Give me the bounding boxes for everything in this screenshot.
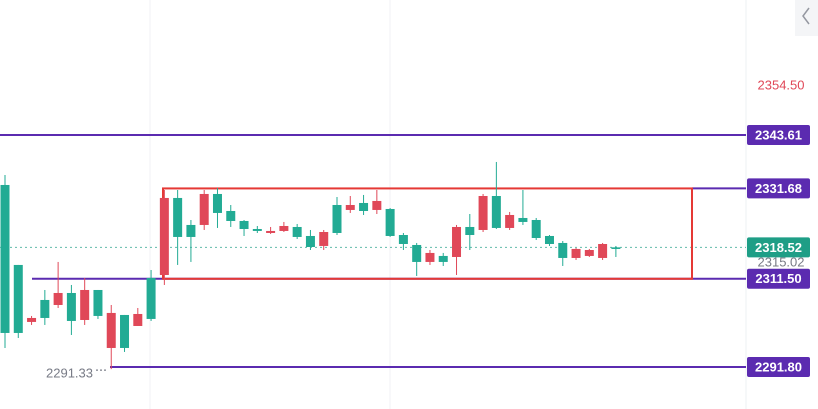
price-level-box — [747, 268, 810, 289]
candle-body — [531, 219, 541, 238]
low-marker-dot — [96, 369, 98, 372]
collapse-button[interactable] — [795, 0, 818, 36]
candle-body — [120, 314, 130, 348]
candle-body — [438, 255, 448, 262]
candle-body — [465, 226, 475, 235]
candle-body — [173, 197, 183, 237]
candle-body — [226, 210, 236, 221]
last-price-box — [747, 237, 810, 258]
candle-body — [359, 202, 369, 211]
candle-body — [598, 243, 608, 258]
price-level-label: 2311.50 — [755, 271, 801, 286]
last-price-label: 2318.52 — [755, 240, 802, 255]
candle-body — [292, 226, 302, 237]
price-level-box — [747, 125, 810, 146]
candle-body — [279, 225, 289, 231]
candle-body — [544, 235, 554, 244]
candle-body — [0, 184, 10, 333]
price-level-box — [747, 178, 810, 199]
candle-body — [398, 234, 408, 244]
candle-body — [505, 214, 515, 228]
candle-body — [199, 193, 209, 225]
chevron-icon — [802, 7, 810, 25]
alert-price-label: 2354.50 — [758, 78, 805, 93]
range-box — [162, 187, 693, 280]
candle-body — [13, 264, 23, 333]
candle-body — [40, 299, 50, 318]
price-level-label: 2291.80 — [755, 359, 802, 374]
candle-body — [611, 247, 621, 249]
candle-body — [266, 230, 276, 233]
candle-body — [27, 317, 37, 322]
candle-body — [212, 193, 222, 213]
candle-body — [106, 312, 116, 348]
candle-body — [345, 204, 355, 210]
candle-body — [159, 197, 169, 275]
candle-body — [319, 231, 329, 246]
candle-body — [385, 208, 395, 236]
candle-body — [491, 195, 501, 228]
candle-body — [558, 242, 568, 258]
candle-body — [133, 313, 143, 326]
candle-body — [478, 195, 488, 230]
candle-body — [412, 244, 422, 262]
candle-body — [146, 277, 156, 319]
candle-body — [571, 248, 581, 258]
candle-body — [372, 200, 382, 210]
candle-body — [186, 224, 196, 237]
price-level-label: 2343.61 — [755, 127, 802, 142]
candle-body — [518, 217, 528, 222]
candle-body — [239, 220, 249, 229]
candle-body — [80, 289, 90, 320]
scale-price-label: 2315.02 — [758, 254, 805, 269]
candle-body — [93, 289, 103, 316]
candle-body — [425, 252, 435, 262]
candle-body — [53, 292, 63, 305]
candle-body — [66, 292, 76, 321]
price-level-label: 2331.68 — [755, 181, 802, 196]
price-level-box — [747, 356, 810, 377]
candle-body — [452, 226, 462, 257]
low-marker-dot — [100, 369, 102, 372]
low-marker-label: 2291.33 — [46, 366, 93, 381]
candle-body — [305, 235, 315, 247]
low-marker-dot — [104, 369, 106, 372]
candle-body — [252, 228, 262, 231]
candle-body — [332, 204, 342, 233]
candle-body — [584, 249, 594, 256]
